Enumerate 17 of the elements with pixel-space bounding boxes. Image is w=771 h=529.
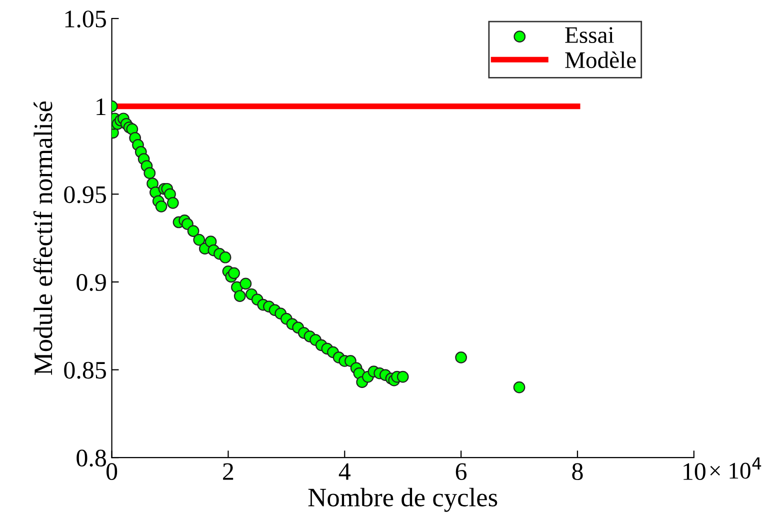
- x-axis-title: Nombre de cycles: [308, 488, 498, 512]
- legend-label: Modèle: [565, 51, 636, 68]
- y-axis-title: Module effectif normalisé: [33, 101, 52, 375]
- y-tick-label: 1: [96, 98, 106, 116]
- x-tick-label: 2: [223, 463, 234, 480]
- legend-label: Essai: [565, 27, 614, 44]
- y-tick-label: 0.95: [64, 186, 106, 204]
- x-tick-label: 6: [456, 463, 467, 480]
- x-tick-label: 8: [572, 463, 583, 480]
- y-tick-label: 0.9: [76, 274, 106, 291]
- y-tick-label: 0.8: [76, 450, 106, 467]
- x-tick-label: 0: [106, 463, 118, 480]
- y-tick-label: 0.85: [64, 362, 106, 379]
- x-tick-label: 10: [684, 463, 706, 480]
- text: × 10$^{4}$: [710, 457, 762, 479]
- x-tick-label: 4: [338, 463, 350, 480]
- y-tick-label: 1.05: [65, 10, 106, 28]
